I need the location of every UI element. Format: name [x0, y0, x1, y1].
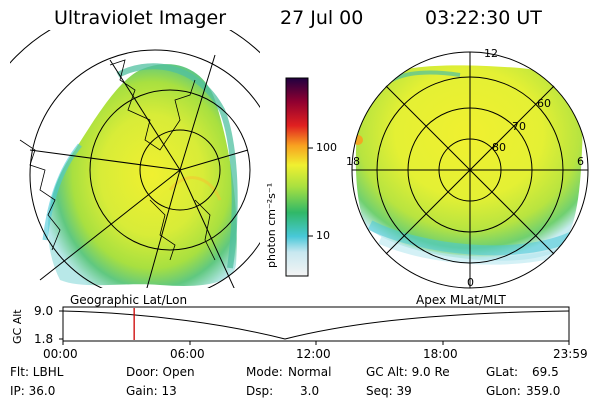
instrument-title: Ultraviolet Imager — [54, 7, 227, 29]
ip-value: IP: 36.0 — [10, 384, 56, 398]
left-aurora-blob — [48, 64, 237, 286]
timeline-xtick-2359: 23:59 — [553, 347, 588, 361]
mlat-label-70: 70 — [512, 120, 526, 133]
timeline-plot — [59, 306, 570, 345]
timeline-xtick-0600: 06:00 — [170, 347, 205, 361]
glat-label: GLat: — [486, 365, 519, 379]
timeline-xtick-1800: 18:00 — [423, 347, 458, 361]
mlt-label-12: 12 — [484, 47, 498, 60]
colorbar-tick-10: 10 — [316, 229, 330, 242]
mlat-label-80: 80 — [492, 141, 506, 154]
glon-value: 359.0 — [526, 384, 561, 398]
sequence-value: Seq: 39 — [366, 384, 412, 398]
timeline-ymin: 1.8 — [34, 332, 54, 346]
left-panel-caption: Geographic Lat/Lon — [70, 293, 188, 307]
timeline-ymax: 9.0 — [34, 304, 54, 318]
mlt-label-18: 18 — [346, 155, 360, 168]
image-time: 03:22:30 UT — [425, 7, 542, 29]
mlt-label-6: 6 — [577, 155, 584, 168]
colorbar-tick-100: 100 — [316, 141, 337, 154]
mlt-label-0: 0 — [467, 276, 474, 289]
door-status: Door: Open — [126, 365, 195, 379]
mode-label: Mode: — [246, 365, 283, 379]
magnetic-image — [351, 51, 589, 289]
mlat-label-60: 60 — [537, 97, 551, 110]
left-aurora-arc — [116, 63, 238, 269]
image-date: 27 Jul 00 — [280, 7, 364, 29]
gc-altitude-curve — [62, 310, 570, 340]
colorbar-scale — [285, 77, 309, 277]
geographic-image — [10, 30, 260, 288]
dsp-label: Dsp: — [246, 384, 274, 398]
filter-value: Flt: LBHL — [10, 365, 64, 379]
dsp-value: 3.0 — [300, 384, 320, 398]
right-panel-caption: Apex MLat/MLT — [416, 293, 506, 307]
glon-label: GLon: — [486, 384, 521, 398]
timeline-xtick-1200: 12:00 — [296, 347, 331, 361]
timeline-ylabel: GC Alt — [11, 309, 24, 344]
colorbar-unit-label: photon cm⁻²s⁻¹ — [265, 182, 278, 268]
mode-value: Normal — [288, 365, 332, 379]
glat-value: 69.5 — [532, 365, 559, 379]
gc-altitude-value: GC Alt: 9.0 Re — [366, 365, 450, 379]
gain-value: Gain: 13 — [126, 384, 177, 398]
timeline-xtick-0000: 00:00 — [43, 347, 78, 361]
